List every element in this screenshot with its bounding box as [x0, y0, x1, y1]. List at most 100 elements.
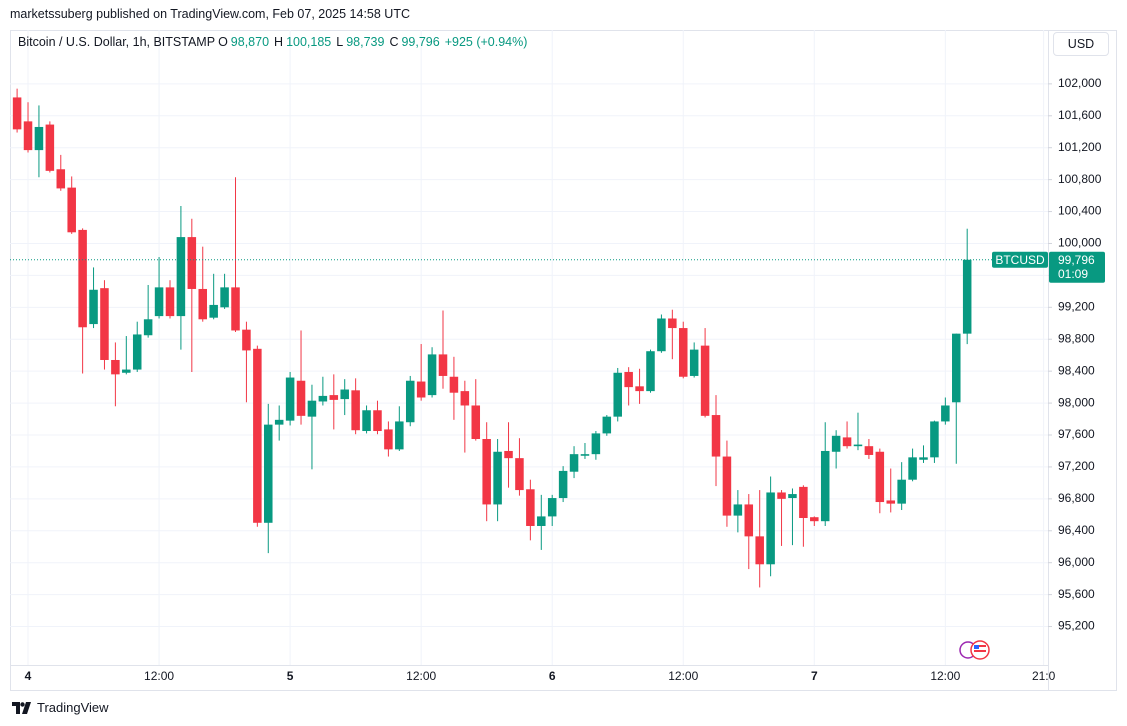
price-change: +925 (+0.94%): [444, 35, 528, 49]
candle-body: [351, 390, 360, 431]
candle-body: [340, 389, 349, 400]
candle-body: [537, 516, 546, 526]
candle-body: [897, 479, 906, 504]
candle-body: [34, 126, 44, 151]
candle-body: [165, 287, 175, 317]
candle-body: [482, 438, 491, 505]
candle-body: [242, 329, 251, 351]
x-tick-label: 12:00: [930, 669, 960, 683]
candle-body: [493, 451, 502, 505]
symbol: Bitcoin / U.S. Dollar, 1h, BITSTAMP: [18, 35, 216, 49]
candle-body: [853, 444, 863, 447]
candle-body: [329, 395, 339, 400]
logo: [12, 701, 31, 714]
candle-body: [460, 391, 470, 406]
brand: TradingView: [37, 700, 109, 715]
y-tick-label: 98,800: [1058, 331, 1095, 345]
x-tick-label: 6: [549, 669, 556, 683]
candle-body: [591, 433, 601, 455]
currency-button[interactable]: USD: [1053, 32, 1109, 56]
candle-body: [547, 498, 557, 517]
ohlc-value: 98,739: [346, 35, 385, 49]
y-tick-label: 100,400: [1058, 204, 1102, 218]
candle-body: [766, 492, 775, 565]
price-tag-countdown: 01:09: [1058, 267, 1088, 281]
candle-body: [864, 446, 874, 455]
candle-body: [449, 376, 459, 393]
y-tick-label: 96,000: [1058, 555, 1095, 569]
candle-body: [919, 457, 928, 460]
ohlc-legend: Bitcoin / U.S. Dollar, 1h, BITSTAMP O 98,…: [18, 35, 529, 49]
y-tick-label: 101,600: [1058, 108, 1102, 122]
price-tag: [1049, 251, 1105, 283]
candle-body: [646, 351, 655, 392]
candle-body: [930, 421, 939, 458]
footer: TradingView: [12, 700, 109, 715]
candle-body: [198, 288, 208, 320]
candle-body: [777, 492, 786, 499]
x-tick-label: 12:00: [144, 669, 174, 683]
candle-body: [624, 371, 633, 388]
y-tick-label: 100,000: [1058, 236, 1102, 250]
y-tick-label: 101,200: [1058, 140, 1102, 154]
candle-body: [187, 237, 197, 289]
candle-body: [23, 121, 33, 151]
grid: [10, 30, 1048, 665]
candle-body: [45, 124, 55, 171]
candle-body: [395, 421, 404, 450]
candle-body: [515, 458, 524, 491]
y-tick-label: 102,000: [1058, 76, 1102, 90]
y-tick-label: 96,400: [1058, 523, 1095, 537]
candle-body: [602, 416, 612, 434]
candle-body: [569, 454, 579, 472]
ohlc-value: 99,796: [401, 35, 440, 49]
candle-body: [438, 354, 448, 376]
y-tick-label: 98,000: [1058, 395, 1095, 409]
candle-body: [122, 369, 131, 373]
candle-body: [788, 494, 797, 499]
candle-body: [799, 486, 808, 519]
symbol-tag: [992, 251, 1048, 268]
y-tick-label: 95,200: [1058, 619, 1095, 633]
candle-body: [416, 381, 426, 398]
candle-body: [285, 377, 295, 421]
candle-body: [111, 359, 120, 375]
ohlc-value: 98,870: [230, 35, 270, 49]
x-tick-label: 21:0: [1032, 669, 1056, 683]
candle-body: [253, 348, 262, 523]
candle-body: [362, 410, 371, 432]
y-tick-label: 95,600: [1058, 587, 1095, 601]
candle-body: [89, 289, 98, 325]
candle-body: [580, 454, 590, 456]
x-tick-label: 4: [25, 669, 32, 683]
candle-body: [264, 424, 273, 523]
candle-body: [67, 187, 76, 233]
candle-body: [733, 504, 743, 516]
candle-body: [143, 319, 153, 336]
candle-body: [886, 500, 896, 504]
candle-body: [318, 395, 328, 402]
candle-body: [274, 419, 284, 425]
icon: [974, 645, 986, 647]
candle-body: [405, 380, 415, 423]
symbol-tag-label: BTCUSD: [995, 253, 1045, 267]
candle-body: [78, 229, 87, 328]
candle-body: [722, 456, 732, 516]
candle-body: [711, 415, 721, 457]
candle-body: [744, 504, 754, 537]
candle-body: [657, 318, 666, 352]
candle-body: [820, 450, 830, 522]
candle-body: [132, 334, 142, 370]
candle-body: [504, 450, 513, 459]
candle-body: [635, 386, 644, 392]
candle-body: [875, 451, 885, 503]
candle-body: [209, 304, 218, 318]
candle-body: [952, 333, 961, 403]
y-tick-label: 97,200: [1058, 459, 1095, 473]
price-tag-value: 99,796: [1058, 253, 1095, 267]
x-tick-label: 5: [287, 669, 294, 683]
candle-body: [831, 435, 841, 452]
candle-body: [908, 457, 917, 480]
